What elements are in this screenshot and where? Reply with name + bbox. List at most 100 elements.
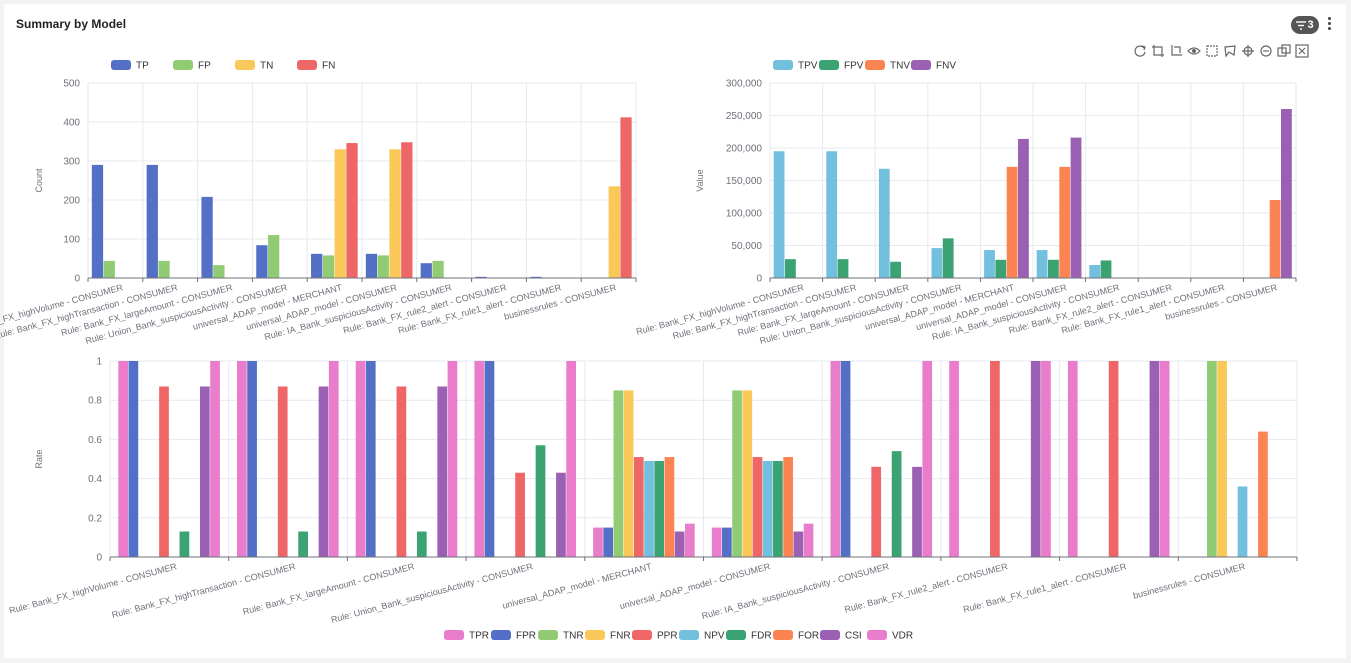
bar-tpv[interactable] xyxy=(1036,250,1048,278)
bar-fpr[interactable] xyxy=(603,527,614,557)
bar-ppr[interactable] xyxy=(159,386,169,557)
bar-fnr[interactable] xyxy=(742,390,753,557)
bar-tpv[interactable] xyxy=(931,248,943,278)
bar-tn[interactable] xyxy=(608,186,620,278)
bar-csi[interactable] xyxy=(793,531,804,557)
bar-csi[interactable] xyxy=(1149,361,1160,557)
legend-item-fn[interactable]: FN xyxy=(297,60,335,72)
bar-fpr[interactable] xyxy=(365,361,376,557)
bar-fnv[interactable] xyxy=(1018,138,1029,278)
bar-fp[interactable] xyxy=(268,235,280,278)
bar-tnv[interactable] xyxy=(1269,200,1281,278)
legend-item-tn[interactable]: TN xyxy=(235,60,273,72)
legend-item-fnv[interactable]: FNV xyxy=(911,60,956,72)
bar-csi[interactable] xyxy=(912,466,922,557)
bar-fnv[interactable] xyxy=(1070,137,1082,278)
bar-ppr[interactable] xyxy=(871,466,882,557)
bar-npv[interactable] xyxy=(762,460,773,557)
eye-icon[interactable] xyxy=(1187,44,1201,58)
bar-fdr[interactable] xyxy=(654,460,665,557)
bar-tnv[interactable] xyxy=(1006,166,1018,278)
bar-tpr[interactable] xyxy=(711,527,722,557)
legend-item-npv[interactable]: NPV xyxy=(679,630,725,642)
bar-tn[interactable] xyxy=(389,149,401,278)
bar-fdr[interactable] xyxy=(298,531,308,557)
bar-fpr[interactable] xyxy=(247,361,257,557)
legend-item-tnr[interactable]: TNR xyxy=(538,630,584,642)
zoom-out-icon[interactable] xyxy=(1259,44,1273,58)
bar-npv[interactable] xyxy=(1237,486,1248,557)
legend-item-csi[interactable]: CSI xyxy=(820,630,862,642)
bar-fp[interactable] xyxy=(213,265,225,278)
legend-item-tpv[interactable]: TPV xyxy=(773,60,818,72)
bar-fpr[interactable] xyxy=(840,361,851,557)
bar-vdr[interactable] xyxy=(210,361,220,557)
crop-reset-icon[interactable] xyxy=(1169,44,1183,58)
bar-ppr[interactable] xyxy=(277,386,288,557)
bar-for[interactable] xyxy=(783,457,793,557)
bar-tp[interactable] xyxy=(530,276,542,278)
bar-ppr[interactable] xyxy=(752,457,763,557)
bar-csi[interactable] xyxy=(1030,361,1041,557)
bar-fn[interactable] xyxy=(401,142,413,278)
fullscreen-icon[interactable] xyxy=(1295,44,1309,58)
bar-tpv[interactable] xyxy=(1089,265,1101,278)
bar-npv[interactable] xyxy=(644,460,654,557)
legend-item-fp[interactable]: FP xyxy=(173,60,211,72)
bar-vdr[interactable] xyxy=(684,523,695,557)
bar-tp[interactable] xyxy=(475,276,487,278)
bar-tp[interactable] xyxy=(365,253,378,278)
bar-fnr[interactable] xyxy=(1217,361,1227,557)
bar-ppr[interactable] xyxy=(1108,361,1119,557)
bar-tnr[interactable] xyxy=(732,390,742,557)
bar-tp[interactable] xyxy=(420,263,432,278)
bar-fpv[interactable] xyxy=(784,259,796,278)
bar-vdr[interactable] xyxy=(566,361,576,557)
bar-csi[interactable] xyxy=(199,386,210,557)
bar-tpr[interactable] xyxy=(830,361,841,557)
bar-fdr[interactable] xyxy=(891,451,902,557)
bar-fpr[interactable] xyxy=(128,361,139,557)
bar-tpr[interactable] xyxy=(593,527,603,557)
bar-tp[interactable] xyxy=(311,253,323,278)
legend-item-fnr[interactable]: FNR xyxy=(585,630,631,642)
bar-fnr[interactable] xyxy=(623,390,634,557)
bar-fp[interactable] xyxy=(377,255,389,278)
bar-ppr[interactable] xyxy=(990,361,1000,557)
crop-icon[interactable] xyxy=(1151,44,1165,58)
bar-fdr[interactable] xyxy=(416,531,427,557)
bar-tp[interactable] xyxy=(201,196,213,278)
bar-fpr[interactable] xyxy=(722,527,732,557)
bar-fpv[interactable] xyxy=(942,238,954,278)
bar-fn[interactable] xyxy=(346,143,358,278)
legend-item-ppr[interactable]: PPR xyxy=(632,630,678,642)
legend-item-vdr[interactable]: VDR xyxy=(867,630,913,642)
legend-item-fdr[interactable]: FDR xyxy=(726,630,772,642)
bar-tpr[interactable] xyxy=(118,361,129,557)
bar-fn[interactable] xyxy=(620,117,632,278)
bar-tpv[interactable] xyxy=(878,168,890,278)
refresh-icon[interactable] xyxy=(1133,44,1147,58)
legend-item-for[interactable]: FOR xyxy=(773,630,819,642)
bar-fpv[interactable] xyxy=(1047,259,1059,278)
zoom-in-icon[interactable] xyxy=(1241,44,1255,58)
bar-tpv[interactable] xyxy=(773,151,785,278)
bar-vdr[interactable] xyxy=(1159,361,1170,557)
bar-tnr[interactable] xyxy=(1207,361,1217,557)
bar-fpv[interactable] xyxy=(995,259,1007,278)
bar-for[interactable] xyxy=(1258,431,1268,557)
bar-vdr[interactable] xyxy=(328,361,339,557)
bar-fp[interactable] xyxy=(103,260,115,278)
bar-fdr[interactable] xyxy=(773,460,783,557)
bar-fpv[interactable] xyxy=(890,261,901,278)
bar-vdr[interactable] xyxy=(1041,361,1051,557)
bar-tp[interactable] xyxy=(256,245,268,278)
bar-vdr[interactable] xyxy=(447,361,458,557)
bar-fp[interactable] xyxy=(432,260,444,278)
bar-tpr[interactable] xyxy=(237,361,247,557)
bar-fp[interactable] xyxy=(322,255,335,278)
bar-csi[interactable] xyxy=(318,386,329,557)
legend-item-tnv[interactable]: TNV xyxy=(865,60,910,72)
bar-tpr[interactable] xyxy=(355,361,366,557)
bar-vdr[interactable] xyxy=(922,361,933,557)
